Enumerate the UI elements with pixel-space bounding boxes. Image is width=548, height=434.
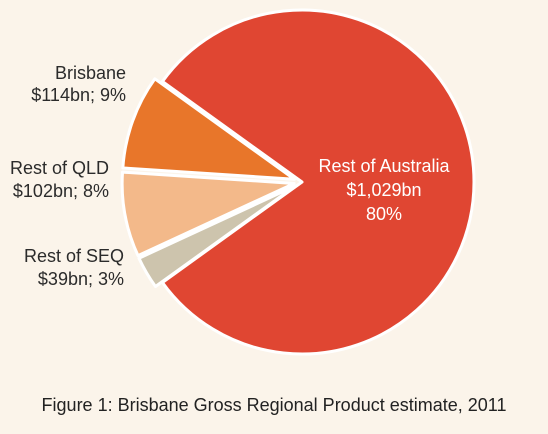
slice-name-rest-of-qld: Rest of QLD (10, 158, 109, 178)
label-rest-of-seq: Rest of SEQ $39bn; 3% (24, 246, 124, 289)
label-rest-of-australia: Rest of Australia $1,029bn 80% (318, 156, 450, 224)
slice-value-rest-of-seq: $39bn; 3% (38, 269, 124, 289)
label-brisbane: Brisbane $114bn; 9% (31, 63, 126, 105)
slice-rest-of-australia (160, 8, 476, 356)
slice-name-rest-of-australia: Rest of Australia (318, 156, 450, 176)
chart-caption: Figure 1: Brisbane Gross Regional Produc… (41, 395, 507, 415)
slice-rest-of-qld (120, 170, 296, 258)
label-rest-of-qld: Rest of QLD $102bn; 8% (10, 158, 109, 201)
slice-name-brisbane: Brisbane (55, 63, 126, 83)
slice-brisbane (121, 77, 296, 181)
slice-value-brisbane: $114bn; 9% (31, 85, 126, 105)
slice-percent-rest-of-australia: 80% (366, 204, 402, 224)
slice-rest-of-seq (137, 184, 297, 289)
slice-name-rest-of-seq: Rest of SEQ (24, 246, 124, 266)
pie-slices (120, 8, 476, 356)
slice-value-rest-of-australia: $1,029bn (346, 180, 421, 200)
slice-value-rest-of-qld: $102bn; 8% (13, 181, 109, 201)
